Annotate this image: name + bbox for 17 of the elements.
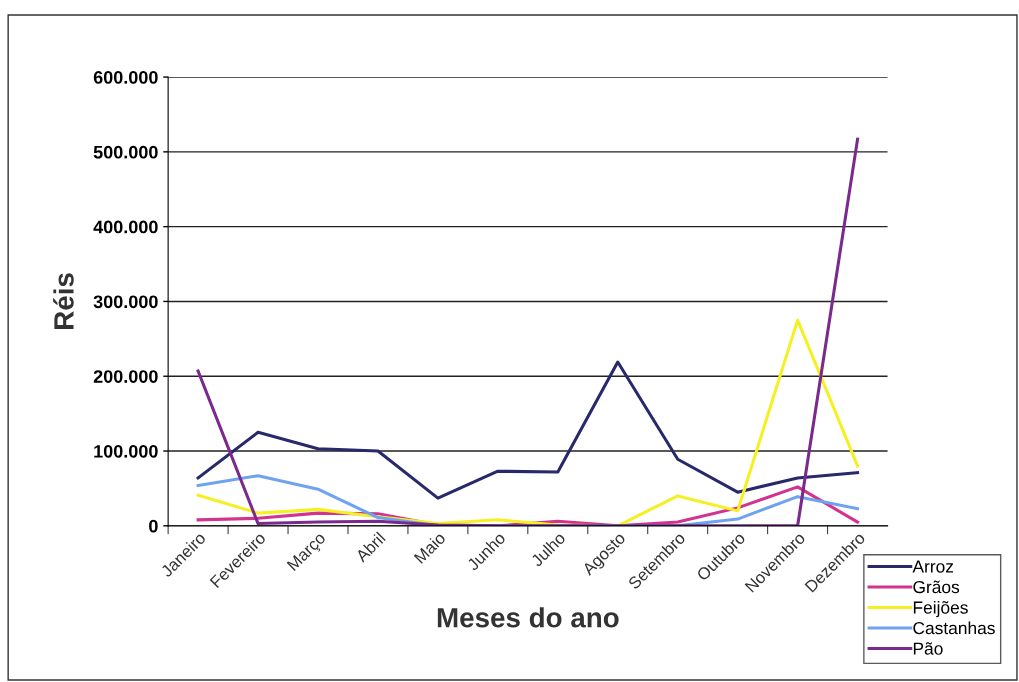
y-tick-label: 600.000 (93, 71, 158, 84)
y-tick-label: 300.000 (93, 295, 158, 309)
legend-label: Pão (913, 642, 943, 655)
legend-label: Feijões (913, 600, 968, 618)
x-axis-title: Meses do ano (437, 607, 619, 628)
y-tick-label: 400.000 (93, 220, 158, 234)
y-tick-label: 100.000 (94, 444, 158, 458)
line-series (196, 360, 860, 500)
y-tick-label: 500.000 (93, 145, 158, 159)
legend-label: Arroz (912, 560, 954, 573)
line-series (196, 318, 860, 526)
legend-label: Castanhas (913, 621, 995, 635)
y-axis-title: Réis (53, 273, 74, 329)
legend-label: Grãos (913, 580, 960, 594)
y-tick-label: 0 (149, 519, 158, 533)
y-tick-label: 200.000 (93, 370, 158, 383)
line-series (196, 137, 860, 526)
